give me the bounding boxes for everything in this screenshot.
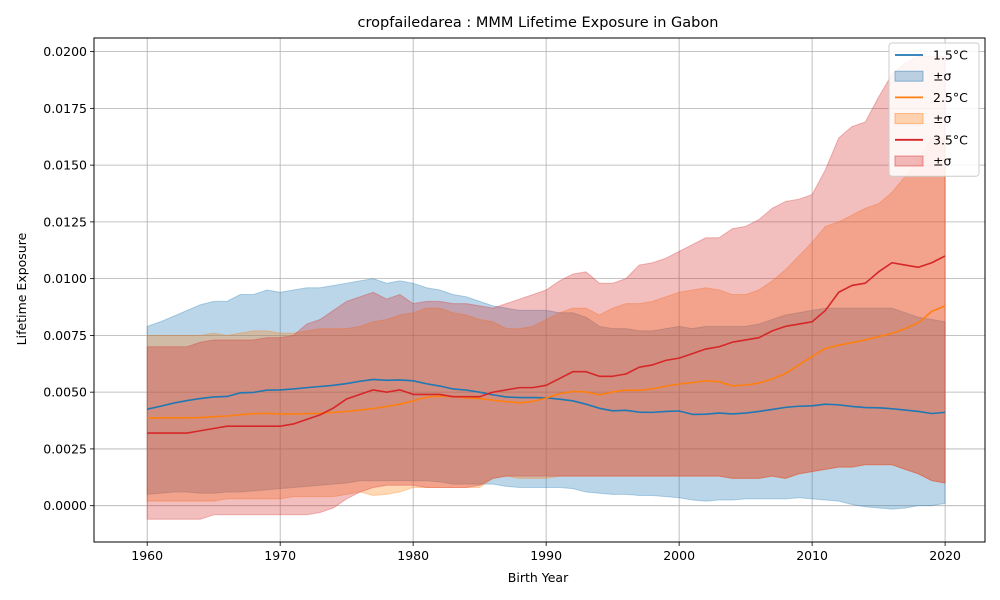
x-axis: 1960 1970 1980 1990 2000 2010 2020 xyxy=(131,542,961,563)
line-series-1 xyxy=(147,305,946,419)
legend-label: 1.5°C xyxy=(933,48,968,63)
chart-title: cropfailedarea : MMM Lifetime Exposure i… xyxy=(358,15,719,31)
band-series-0 xyxy=(146,278,946,510)
x-axis-label: Birth Year xyxy=(508,570,569,585)
x-tick-label: 2020 xyxy=(929,548,961,563)
legend-band-swatch xyxy=(894,113,924,125)
series-lines xyxy=(147,255,946,434)
x-tick-label: 1990 xyxy=(530,548,562,563)
y-tick-label: 0.0175 xyxy=(43,101,87,116)
legend-band-swatch xyxy=(894,155,924,167)
y-axis-label: Lifetime Exposure xyxy=(14,232,29,345)
y-tick-label: 0.0075 xyxy=(43,328,87,343)
legend-label: ±σ xyxy=(933,69,951,84)
band-series-1 xyxy=(146,137,946,502)
y-tick-label: 0.0150 xyxy=(43,158,87,173)
legend-label: 3.5°C xyxy=(933,132,968,147)
legend: 1.5°C ±σ 2.5°C ±σ 3.5°C ±σ xyxy=(888,42,980,177)
legend-label: ±σ xyxy=(933,154,951,169)
x-tick-label: 1970 xyxy=(264,548,296,563)
x-tick-label: 2010 xyxy=(796,548,828,563)
x-tick-label: 1980 xyxy=(397,548,429,563)
y-tick-label: 0.0100 xyxy=(43,271,87,286)
legend-box xyxy=(888,42,980,177)
plot-background xyxy=(94,38,985,542)
uncertainty-bands xyxy=(146,55,946,520)
plot-area xyxy=(93,37,986,543)
x-tick-label: 1960 xyxy=(131,548,163,563)
y-axis: 0.0000 0.0025 0.0050 0.0075 0.0100 0.0125 0.01… xyxy=(43,44,94,513)
y-tick-label: 0.0025 xyxy=(43,441,87,456)
axes-frame xyxy=(93,37,986,543)
legend-label: 2.5°C xyxy=(933,90,968,105)
grid-lines xyxy=(94,38,985,542)
line-series-2 xyxy=(147,255,946,434)
band-series-2 xyxy=(146,55,946,520)
legend-band-swatch xyxy=(894,70,924,82)
y-tick-label: 0.0200 xyxy=(43,44,87,59)
x-tick-label: 2000 xyxy=(663,548,695,563)
y-tick-label: 0.0000 xyxy=(43,498,87,513)
y-tick-label: 0.0050 xyxy=(43,385,87,400)
y-tick-label: 0.0125 xyxy=(43,214,87,229)
legend-label: ±σ xyxy=(933,111,951,126)
